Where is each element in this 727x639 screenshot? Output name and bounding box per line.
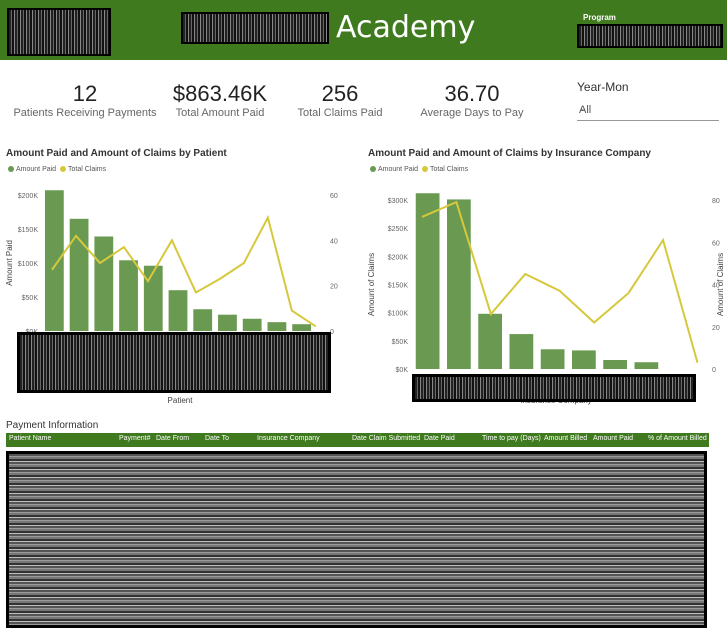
dashboard-header: Academy Program (0, 0, 727, 60)
y2-tick-label: 60 (712, 240, 720, 247)
y-tick-label: $300K (388, 198, 409, 205)
chart1-xticks-redacted (17, 332, 331, 393)
y-tick-label: $100K (18, 261, 39, 268)
bar (509, 334, 534, 369)
y2-tick-label: 40 (330, 238, 338, 245)
chevron-down-icon: ⌄ (579, 103, 588, 114)
kpi-claims-value: 256 (321, 81, 359, 106)
bar (415, 193, 440, 369)
chart2-xticks-redacted (412, 374, 696, 402)
bar (603, 359, 627, 369)
bar (193, 309, 213, 331)
col-insurance-company[interactable]: Insurance Company (257, 435, 320, 442)
y-axis-label: Amount of Claims (367, 253, 376, 316)
year-mon-dropdown[interactable]: All ⌄ (577, 100, 719, 121)
series-line-total-claims (51, 214, 317, 328)
year-mon-label: Year-Mon (577, 80, 629, 94)
kpi-patients-value: 12 (72, 81, 98, 106)
y-tick-label: $250K (388, 226, 409, 233)
y2-tick-label: 80 (712, 198, 720, 205)
legend-dot-total-claims (59, 166, 66, 173)
table-title: Payment Information (6, 420, 99, 431)
col-patient-name[interactable]: Patient Name (9, 435, 52, 442)
year-mon-value: All (579, 104, 592, 116)
y2-tick-label: 0 (330, 329, 334, 336)
chart2-legend-line: Total Claims (429, 166, 469, 173)
kpi-claims-label: Total Claims Paid (297, 107, 383, 119)
bar (242, 318, 262, 331)
bar (69, 218, 89, 331)
y-tick-label: $100K (388, 311, 409, 318)
col-time-to-pay[interactable]: Time to pay (Days) (482, 435, 541, 442)
chart2-title: Amount Paid and Amount of Claims by Insu… (368, 148, 651, 159)
col-date-paid[interactable]: Date Paid (424, 435, 455, 442)
legend-dot-amount-paid (370, 166, 376, 173)
y-tick-label: $200K (388, 254, 409, 261)
legend-dot-total-claims (421, 166, 428, 173)
y2-tick-label: 60 (330, 193, 338, 200)
bar (634, 362, 659, 369)
y-tick-label: $150K (388, 283, 409, 290)
bar (447, 199, 471, 369)
bar (143, 265, 163, 331)
bar (218, 314, 237, 331)
bar (572, 350, 596, 369)
bar (292, 324, 312, 331)
col-date-to[interactable]: Date To (205, 435, 229, 442)
series-line-total-claims (421, 200, 699, 363)
y-tick-label: $50K (392, 339, 409, 346)
kpi-patients-label: Patients Receiving Payments (13, 107, 157, 119)
y2-tick-label: 20 (712, 325, 720, 332)
page-title: Academy (336, 10, 476, 45)
table-header: Patient Name Payment# Date From Date To … (6, 433, 709, 447)
y2-tick-label: 20 (330, 284, 338, 291)
col-percent-billed[interactable]: % of Amount Billed (648, 435, 707, 442)
col-amount-billed[interactable]: Amount Billed (544, 435, 588, 442)
bar (540, 349, 565, 369)
legend-dot-amount-paid (8, 166, 14, 173)
kpi-amount-value: $863.46K (172, 81, 268, 106)
chart1-legend-line: Total Claims (67, 166, 107, 173)
kpi-days-label: Average Days to Pay (420, 107, 524, 119)
bar (119, 260, 138, 331)
table-body-redacted (6, 451, 707, 628)
col-payment-number[interactable]: Payment# (119, 435, 151, 442)
y2-tick-label: 40 (712, 283, 720, 290)
program-label: Program (583, 13, 616, 22)
bar (94, 236, 114, 331)
col-date-from[interactable]: Date From (156, 435, 190, 442)
col-amount-paid[interactable]: Amount Paid (593, 435, 634, 442)
y-tick-label: $0K (396, 367, 409, 374)
bar (478, 313, 502, 369)
chart2-legend-bar: Amount Paid (378, 166, 419, 173)
bar (267, 322, 287, 331)
kpi-days-value: 36.70 (444, 81, 500, 106)
y-tick-label: $50K (22, 295, 39, 302)
bar (168, 290, 188, 331)
program-slicer-redacted[interactable] (577, 24, 723, 48)
y-tick-label: $200K (18, 193, 39, 200)
kpi-amount-label: Total Amount Paid (175, 107, 265, 119)
y-axis-label: Amount Paid (5, 240, 14, 286)
redacted-logo (7, 8, 111, 56)
chart1-legend-bar: Amount Paid (16, 166, 57, 173)
chart2-svg: $0K $50K $100K $150K $200K $250K $300K 0 20 40 60 8… (367, 193, 725, 405)
y2-tick-label: 0 (712, 367, 716, 374)
col-date-claim-submitted[interactable]: Date Claim Submitted (352, 435, 421, 442)
chart1-legend: Amount Paid Total Claims (8, 166, 106, 173)
x-axis-label: Patient (168, 396, 194, 405)
redacted-title-prefix (181, 12, 329, 44)
y2-axis-label: Amount of Claims (716, 253, 725, 316)
y-tick-label: $150K (18, 227, 39, 234)
chart2-legend: Amount Paid Total Claims (370, 166, 468, 173)
chart1-title: Amount Paid and Amount of Claims by Pati… (6, 148, 227, 159)
bar (44, 190, 64, 331)
